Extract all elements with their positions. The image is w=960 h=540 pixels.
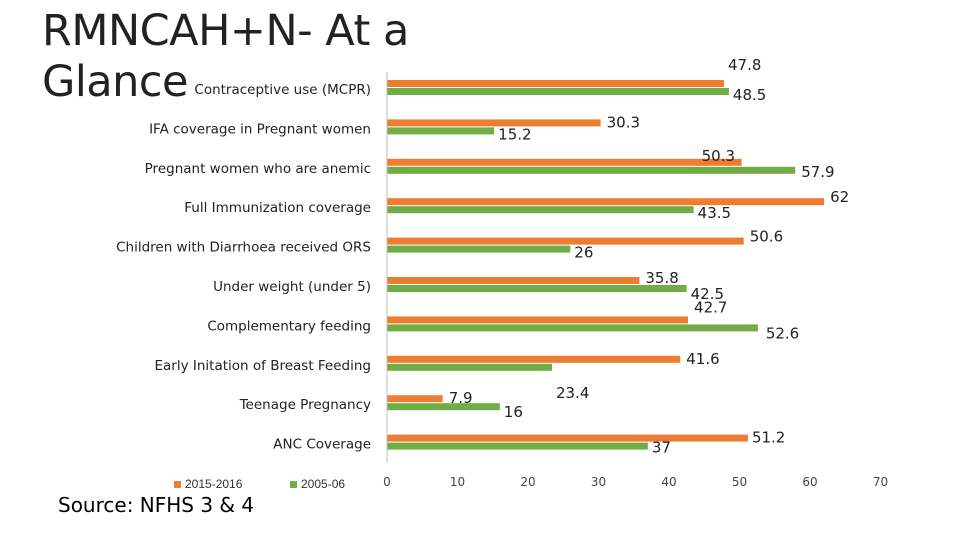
x-tick-label: 30 [591, 475, 606, 489]
bar-2005-06 [387, 88, 729, 95]
bar-2005-06 [387, 324, 758, 332]
category-label: Pregnant women who are anemic [145, 161, 371, 177]
x-tick-label: 50 [732, 475, 747, 489]
data-label: 26 [574, 244, 593, 262]
data-label: 30.3 [607, 113, 640, 131]
bars-layer [387, 80, 825, 450]
bar-2005-06 [387, 127, 495, 135]
source-note: Source: NFHS 3 & 4 [58, 493, 255, 517]
bar-2005-06 [387, 166, 796, 174]
bar-2015-2016 [387, 316, 689, 324]
legend: 2015-2016 2005-06 [174, 477, 345, 491]
data-label: 15.2 [498, 125, 531, 143]
bar-2015-2016 [387, 198, 825, 206]
bar-2015-2016 [387, 434, 748, 442]
data-label: 57.9 [801, 163, 834, 181]
data-label: 7.9 [449, 389, 473, 407]
data-label: 50.3 [702, 147, 735, 165]
legend-label: 2015-2016 [185, 477, 243, 491]
axis-layer: 0 10 20 30 40 50 60 70 [383, 72, 888, 489]
data-label: 43.5 [698, 204, 731, 222]
data-label: 62 [830, 188, 849, 206]
bar-2005-06 [387, 245, 571, 253]
data-label: 51.2 [752, 429, 785, 447]
page-title: RMNCAH+N- At a Glance [42, 6, 409, 107]
data-label: 52.6 [766, 324, 799, 342]
category-label: IFA coverage in Pregnant women [149, 121, 371, 137]
bar-2005-06 [387, 206, 694, 214]
category-label: Complementary feeding [207, 318, 371, 334]
data-label: 41.6 [686, 350, 719, 368]
bar-2015-2016 [387, 237, 744, 245]
x-tick-label: 60 [802, 475, 817, 489]
x-tick-label: 70 [873, 475, 888, 489]
bar-2015-2016 [387, 119, 601, 127]
category-label: Contraceptive use (MCPR) [194, 82, 371, 98]
data-label: 42.7 [694, 298, 727, 316]
category-label: Children with Diarrhoea received ORS [116, 240, 371, 256]
bar-2015-2016 [387, 158, 742, 166]
category-label: Teenage Pregnancy [239, 397, 371, 413]
x-tick-label: 0 [383, 475, 391, 489]
legend-swatch [290, 481, 297, 488]
bar-2005-06 [387, 442, 648, 450]
bar-2015-2016 [387, 395, 443, 403]
bar-2005-06 [387, 403, 500, 411]
bar-2015-2016 [387, 80, 724, 87]
data-label: 23.4 [556, 384, 589, 402]
category-label: ANC Coverage [273, 437, 371, 453]
bar-2005-06 [387, 363, 552, 371]
category-label: Early Initation of Breast Feeding [155, 358, 372, 374]
x-tick-label: 40 [661, 475, 676, 489]
bar-2015-2016 [387, 277, 640, 284]
data-label: 37 [652, 439, 671, 457]
x-tick-label: 10 [450, 475, 465, 489]
category-label: Full Immunization coverage [184, 200, 371, 216]
bar-2005-06 [387, 285, 687, 292]
category-label: Under weight (under 5) [213, 279, 371, 295]
data-label: 50.6 [750, 228, 783, 246]
bar-2015-2016 [387, 355, 681, 363]
legend-swatch [174, 481, 181, 488]
data-label: 35.8 [645, 269, 678, 287]
x-tick-label: 20 [520, 475, 535, 489]
data-label: 16 [504, 403, 523, 421]
labels-layer: Contraceptive use (MCPR) 47.8 48.5 IFA cove… [116, 56, 849, 457]
data-label: 47.8 [728, 56, 761, 74]
legend-label: 2005-06 [301, 477, 345, 491]
data-label: 42.5 [691, 285, 724, 303]
data-label: 48.5 [733, 86, 766, 104]
